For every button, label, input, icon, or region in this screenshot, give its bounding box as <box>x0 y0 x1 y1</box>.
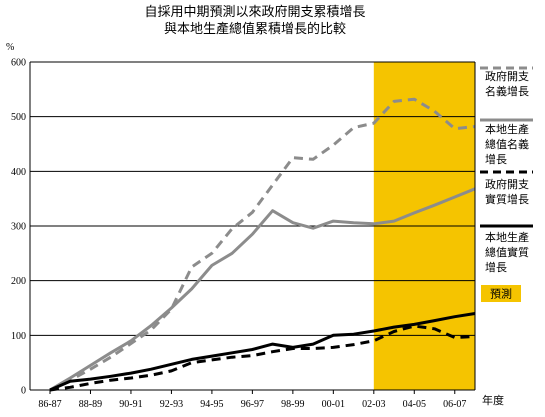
x-tick-label: 94-95 <box>200 399 223 410</box>
x-tick-label: 02-03 <box>362 399 385 410</box>
series-line-1 <box>49 97 476 392</box>
y-tick-label: 100 <box>11 331 26 342</box>
y-tick-label: 400 <box>11 167 26 178</box>
x-tick-label: 96-97 <box>241 399 264 410</box>
legend-label: 名義增長 <box>485 84 529 98</box>
legend-label: 政府開支 <box>485 69 529 83</box>
x-axis-label: 年度 <box>482 393 504 407</box>
x-tick-label: 88-89 <box>79 399 102 410</box>
x-tick-label: 06-07 <box>443 399 466 410</box>
x-tick-label: 04-05 <box>403 399 426 410</box>
x-axis-ticks: 86-87 88-89 90-91 92-93 94-95 96-97 98-99 00-01… <box>38 390 466 410</box>
forecast-legend-swatch <box>481 285 521 302</box>
legend-label: 增長 <box>485 152 507 166</box>
chart-title-line-2: 與本地生產總值累積增長的比較 <box>164 21 346 37</box>
x-tick-label: 86-87 <box>38 399 61 410</box>
legend-label: 本地生產 <box>485 230 529 244</box>
series-line-4 <box>49 312 476 392</box>
y-axis-ticks: 0 100 200 300 400 500 600 <box>11 58 26 397</box>
chart-title-line-1: 自採用中期預測以來政府開支累積增長 <box>144 5 365 20</box>
legend-label: 實質增長 <box>485 192 529 206</box>
y-tick-label: 600 <box>11 58 26 69</box>
legend-label: 增長 <box>485 260 507 274</box>
legend-label: 總值名義 <box>485 137 529 151</box>
x-tick-label: 00-01 <box>322 399 345 410</box>
forecast-legend-label: 預測 <box>490 287 512 301</box>
series-layer <box>49 97 476 392</box>
legend-label: 總值實質 <box>485 245 529 259</box>
series-line-3 <box>49 324 476 392</box>
x-tick-label: 98-99 <box>281 399 304 410</box>
x-tick-label: 92-93 <box>160 399 183 410</box>
y-tick-label: 0 <box>21 386 26 397</box>
legend-label: 本地生產 <box>485 122 529 136</box>
series-line-2 <box>49 187 476 392</box>
x-tick-label: 90-91 <box>119 399 142 410</box>
y-axis-label: % <box>6 42 14 53</box>
y-tick-label: 300 <box>11 222 26 233</box>
y-tick-label: 500 <box>11 112 26 123</box>
legend-label: 政府開支 <box>485 177 529 191</box>
gridlines <box>30 61 475 336</box>
y-tick-label: 200 <box>11 276 26 287</box>
